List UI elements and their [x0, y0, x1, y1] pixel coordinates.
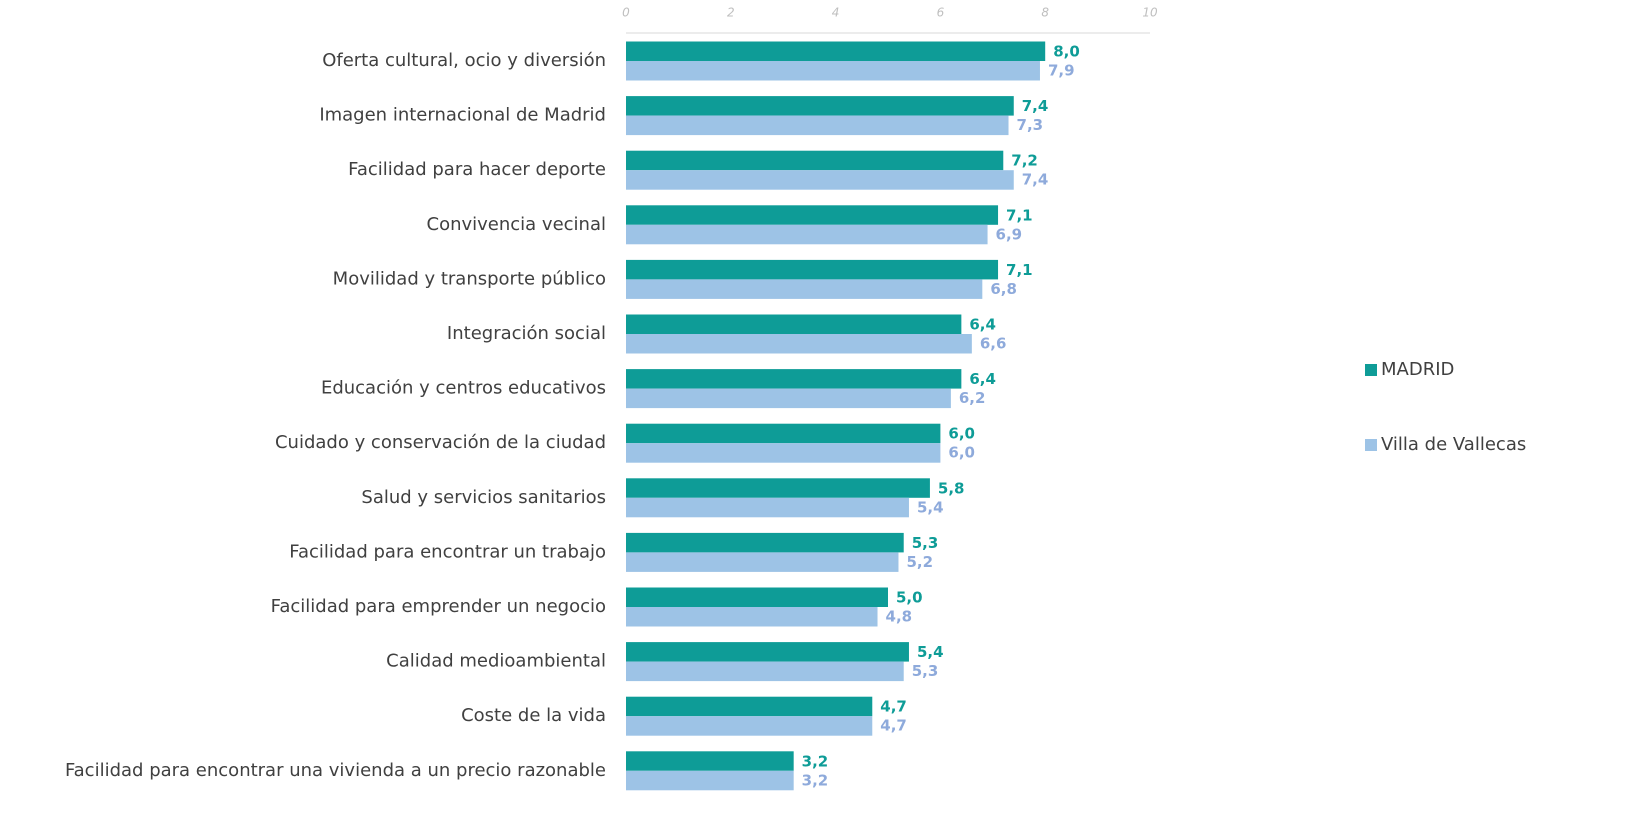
category-label: Facilidad para emprender un negocio [271, 596, 606, 617]
value-label: 3,2 [802, 771, 829, 789]
value-label: 5,2 [906, 553, 933, 571]
value-label: 6,9 [996, 225, 1023, 243]
value-label: 7,3 [1017, 116, 1044, 134]
value-label: 6,4 [969, 370, 996, 388]
value-label: 8,0 [1053, 43, 1080, 61]
category-label: Calidad medioambiental [386, 651, 606, 672]
value-label: 6,0 [948, 425, 975, 443]
category-label: Integración social [447, 323, 606, 344]
legend-swatch [1365, 364, 1377, 376]
bar [626, 115, 1009, 136]
category-label: Facilidad para encontrar un trabajo [289, 541, 606, 562]
x-tick-label: 6 [937, 6, 945, 20]
bar [626, 661, 904, 682]
value-label: 7,9 [1048, 62, 1075, 80]
bar [626, 532, 904, 553]
bar [626, 170, 1014, 190]
bar [626, 587, 888, 607]
bar [626, 334, 972, 354]
category-label: Imagen internacional de Madrid [319, 105, 606, 126]
bar [626, 61, 1040, 81]
category-label: Coste de la vida [461, 705, 606, 726]
value-label: 5,3 [912, 662, 939, 680]
bar [626, 423, 941, 444]
value-label: 7,1 [1006, 206, 1033, 224]
bar [626, 314, 962, 334]
bar [626, 205, 999, 225]
bar [626, 497, 909, 518]
category-label: Cuidado y conservación de la ciudad [275, 432, 606, 453]
bar [626, 41, 1046, 61]
bar [626, 388, 951, 409]
category-label: Facilidad para hacer deporte [348, 159, 606, 180]
x-tick-label: 4 [832, 6, 840, 20]
legend-label: MADRID [1381, 359, 1454, 380]
value-label: 6,2 [959, 389, 986, 407]
value-label: 4,7 [880, 698, 907, 716]
x-tick-label: 10 [1142, 6, 1158, 20]
bar [626, 607, 878, 627]
x-tick-label: 2 [727, 6, 735, 20]
value-label: 4,8 [886, 608, 913, 626]
category-label: Educación y centros educativos [321, 378, 606, 399]
category-label: Convivencia vecinal [427, 214, 607, 235]
bar [626, 696, 873, 717]
bar [626, 369, 962, 389]
category-label: Oferta cultural, ocio y diversión [322, 50, 606, 71]
value-label: 5,4 [917, 643, 944, 661]
x-tick-label: 8 [1041, 6, 1049, 20]
value-label: 6,6 [980, 335, 1007, 353]
bar [626, 478, 930, 498]
bar [626, 259, 999, 280]
category-label: Salud y servicios sanitarios [361, 487, 606, 508]
value-label: 3,2 [802, 752, 829, 770]
bar [626, 751, 794, 771]
legend-swatch [1365, 439, 1377, 451]
bar [626, 224, 988, 245]
bar [626, 642, 909, 662]
category-label: Facilidad para encontrar una vivienda a … [65, 760, 606, 781]
bar [626, 96, 1014, 116]
bar [626, 279, 983, 299]
value-label: 6,0 [948, 444, 975, 462]
value-label: 6,4 [969, 316, 996, 334]
bar [626, 443, 941, 463]
bar [626, 716, 873, 736]
legend-label: Villa de Vallecas [1381, 434, 1526, 455]
value-label: 7,4 [1022, 97, 1049, 115]
value-label: 5,3 [912, 534, 939, 552]
value-label: 5,0 [896, 589, 923, 607]
value-label: 4,7 [880, 717, 907, 735]
value-label: 7,2 [1011, 152, 1038, 170]
value-label: 7,4 [1022, 171, 1049, 189]
value-label: 5,4 [917, 498, 944, 516]
value-label: 7,1 [1006, 261, 1033, 279]
value-label: 5,8 [938, 479, 965, 497]
category-label: Movilidad y transporte público [333, 268, 606, 289]
x-tick-label: 0 [622, 6, 630, 20]
bar [626, 770, 794, 791]
bar [626, 552, 899, 572]
bar [626, 150, 1004, 171]
value-label: 6,8 [990, 280, 1017, 298]
